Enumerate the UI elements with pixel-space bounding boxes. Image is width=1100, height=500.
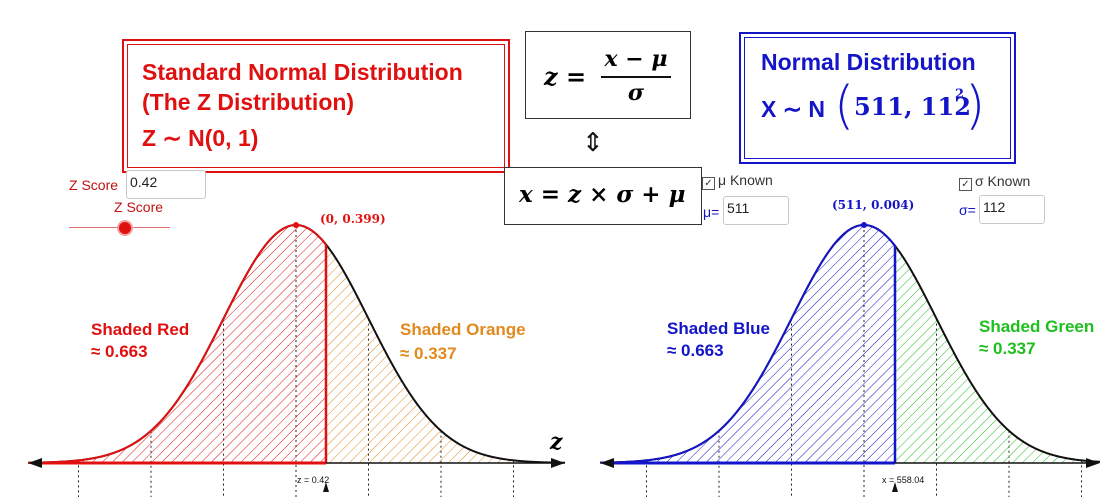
- up-down-arrow-icon: ⇕: [582, 127, 604, 157]
- right-peak-point: [861, 222, 867, 228]
- z-score-input-label: Z Score: [69, 177, 119, 193]
- z-formula-fraction-bar: [601, 76, 671, 78]
- z-formula-box: z = x − μ σ: [525, 31, 691, 119]
- normal-distribution-params: 511, 112: [854, 92, 971, 121]
- shaded-orange-label: Shaded Orange: [400, 320, 526, 339]
- normal-distribution-notation-prefix: X ∼ N: [761, 96, 826, 122]
- left-marker-arrow-icon: [323, 482, 329, 492]
- z-formula-lhs: z =: [544, 62, 587, 91]
- left-peak-label: (0, 0.399): [320, 212, 386, 226]
- right-shaded-left-area: [600, 225, 895, 463]
- z-score-slider-handle[interactable]: [116, 220, 133, 236]
- shaded-red-label: Shaded Red: [91, 320, 190, 339]
- z-formula-numerator: x − μ: [604, 46, 668, 72]
- sigma-known-label: σ Known: [975, 173, 1031, 189]
- left-shaded-right-area: [326, 244, 565, 463]
- z-score-input[interactable]: 0.42: [126, 170, 206, 199]
- shaded-orange-value: ≈ 0.337: [400, 344, 457, 363]
- mu-input[interactable]: 511: [723, 196, 789, 225]
- right-marker-arrow-icon: [892, 482, 898, 492]
- shaded-green-value: ≈ 0.337: [979, 339, 1036, 358]
- right-paren-icon: ): [965, 76, 986, 136]
- right-shaded-right-area: [895, 245, 1100, 463]
- shaded-green-label: Shaded Green: [979, 317, 1095, 336]
- mu-input-label: μ=: [703, 204, 720, 220]
- shaded-blue-value: ≈ 0.663: [667, 341, 724, 360]
- left-shaded-left-area: [28, 225, 326, 463]
- normal-distribution-title: Normal Distribution: [761, 49, 976, 75]
- left-peak-point: [293, 222, 299, 228]
- mu-known-checkbox[interactable]: ✓ μ Known: [702, 172, 773, 190]
- mu-known-label: μ Known: [718, 172, 773, 188]
- normal-distribution-exponent: 2: [955, 87, 965, 102]
- z-score-slider-label: Z Score: [114, 199, 164, 215]
- normal-graph: [599, 222, 1100, 497]
- z-axis-label: z: [550, 429, 563, 455]
- right-axis-arrow-left-icon: [600, 458, 614, 468]
- right-axis-arrow-right-icon: [1086, 458, 1100, 468]
- z-distribution-subtitle: (The Z Distribution): [142, 89, 355, 115]
- z-marker-label: z = 0.42: [297, 475, 330, 485]
- left-axis-arrow-left-icon: [28, 458, 42, 468]
- sigma-input-label: σ=: [959, 202, 976, 218]
- right-peak-label: (511, 0.004): [832, 198, 915, 212]
- sigma-input[interactable]: 112: [979, 195, 1045, 224]
- x-formula: x = z × σ + μ: [519, 181, 686, 208]
- right-density-curve-left: [599, 223, 896, 464]
- shaded-blue-label: Shaded Blue: [667, 319, 770, 338]
- x-marker-label: x = 558.04: [882, 475, 925, 485]
- normal-distribution-title-box: Normal Distribution X ∼ N ( 511, 112 2 ): [739, 32, 1016, 164]
- left-axis-arrow-right-icon: [551, 458, 565, 468]
- z-distribution-notation: Z ∼ N(0, 1): [142, 125, 259, 151]
- x-formula-box: x = z × σ + μ: [504, 167, 702, 225]
- shaded-red-value: ≈ 0.663: [91, 342, 148, 361]
- left-paren-icon: (: [834, 76, 855, 136]
- z-formula-denominator: σ: [627, 80, 645, 106]
- sigma-known-checkbox[interactable]: ✓ σ Known: [959, 173, 1030, 191]
- left-density-curve-left: [27, 223, 327, 464]
- standard-normal-graph: [27, 222, 566, 497]
- standard-normal-title-box: Standard Normal Distribution (The Z Dist…: [122, 39, 510, 173]
- standard-normal-title: Standard Normal Distribution: [142, 59, 463, 85]
